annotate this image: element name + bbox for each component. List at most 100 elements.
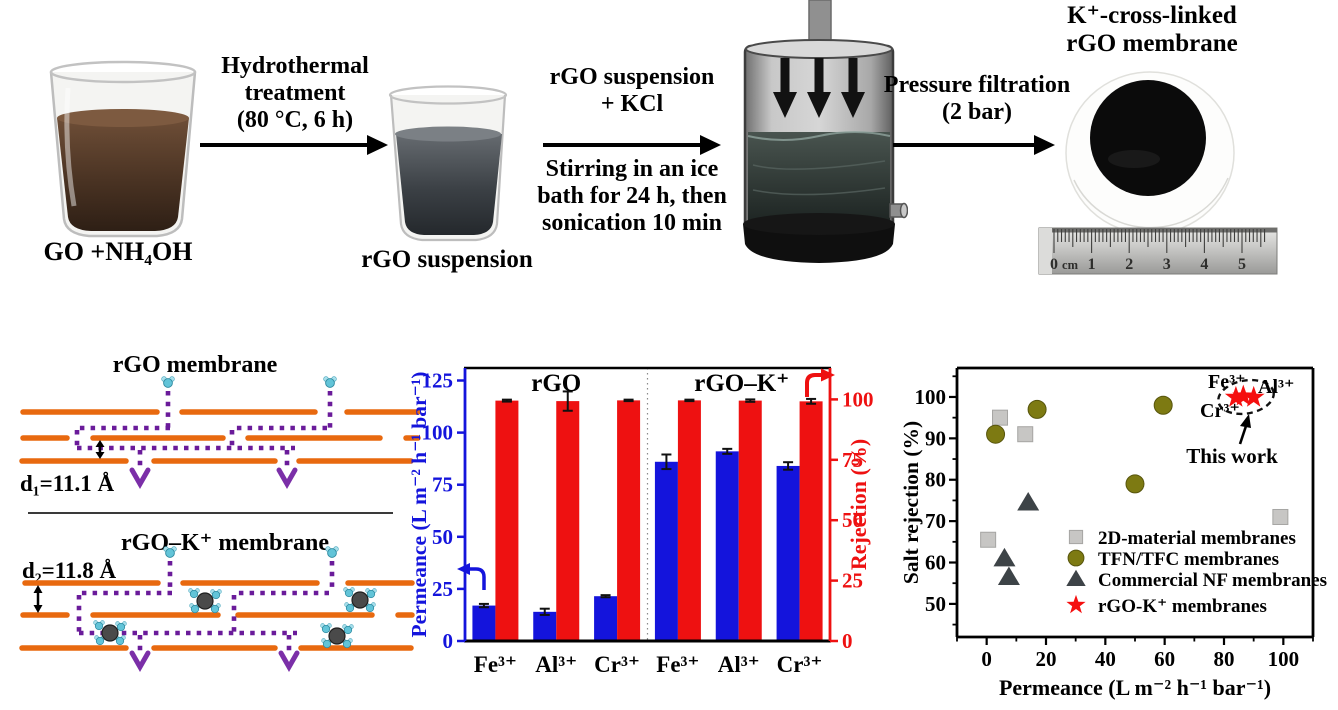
bar-rejection-4 (738, 400, 762, 641)
marker-triangle (1066, 569, 1086, 587)
marker-triangle (1017, 492, 1040, 511)
cell-liquid (748, 132, 890, 226)
disc-sheen (1108, 150, 1160, 168)
marker-star (1242, 385, 1265, 407)
marker-star (1232, 384, 1255, 406)
right-axis-title: Rejection (%) (846, 439, 871, 570)
ruler-number: 4 (1200, 256, 1208, 273)
go-sheets-top (19, 409, 421, 464)
group-label-rgo: rGO (531, 370, 581, 397)
membrane-photo (1065, 71, 1235, 235)
ruler: 0 1 2 3 4 5 cm (1038, 227, 1278, 275)
step2-label: rGO suspension (361, 246, 533, 273)
chart-graphic (773, 92, 797, 118)
d2-spacing-label: d₂=11.8 Å (22, 558, 117, 583)
d1-spacing-label: d₁=11.1 Å (20, 471, 115, 496)
marker-square (1272, 508, 1289, 525)
y-axis-title: Salt rejection (%) (899, 421, 923, 584)
marker-square (1017, 426, 1034, 443)
x-tick-label: 20 (1036, 647, 1057, 671)
bar-x-label: Al³⁺ (535, 652, 577, 677)
right-axis-pointer-icon (805, 373, 821, 397)
scatter-chart: 0 20 40 60 80 100 50 60 70 80 90 100 2D-material mem… (899, 366, 1327, 700)
go-liquid-surface (57, 109, 189, 127)
bar-x-label: Cr³⁺ (594, 652, 640, 677)
beaker-go-nh4oh (49, 60, 197, 238)
left-tick-label: 125 (422, 369, 454, 393)
marker-circle (1125, 474, 1145, 494)
membrane-schematic: rGO membrane d₁=11.1 Å rGO–K⁺ membrane d… (19, 352, 421, 673)
x-tick-label: 40 (1095, 647, 1116, 671)
left-axis-pointer-icon (470, 567, 486, 590)
exit-arrows-bottom (129, 650, 300, 673)
beaker-rim (49, 60, 197, 84)
water-path-bottom (76, 561, 335, 653)
right-tick-label: 75 (842, 448, 863, 472)
water-molecule-icon (161, 376, 175, 388)
right-tick-label: 100 (842, 387, 874, 411)
bar-permeance-3 (654, 461, 678, 641)
chart-graphic (1240, 414, 1251, 428)
beaker-rgo-suspension (388, 85, 508, 242)
chart-graphic (95, 452, 105, 459)
bar-permeance-5 (776, 465, 800, 641)
step1-label: GO +NH₄OH (43, 237, 193, 266)
this-work-label: This work (1186, 444, 1278, 468)
rgo-liquid-surface (395, 126, 501, 142)
exit-arrows-top (129, 467, 298, 490)
ion-label-fe: Fe³⁺ (1208, 371, 1246, 393)
cell-base (743, 224, 895, 263)
y-tick-label: 80 (925, 468, 946, 492)
water-molecule-icon (323, 376, 337, 388)
ion-label-al: Al³⁺ (1258, 376, 1295, 398)
y-tick-label: 50 (925, 592, 946, 616)
chart-graphic (457, 563, 470, 575)
callout-arrow (1238, 425, 1248, 445)
marker-star (1066, 594, 1086, 614)
flow-arrow-1 (200, 143, 368, 147)
left-axis-title: Permeance (L m⁻² h⁻¹ bar⁻¹) (410, 372, 431, 638)
chart-graphic (780, 58, 790, 94)
bar-rejection-3 (677, 400, 701, 641)
marker-triangle (997, 566, 1020, 585)
rgo-membrane-title: rGO membrane (113, 352, 278, 378)
right-tick-label: 25 (842, 569, 863, 593)
chart-graphic (848, 58, 858, 94)
bar-permeance-2 (594, 596, 618, 641)
bar-rejection-2 (617, 400, 641, 641)
bar-rejection-0 (495, 400, 519, 641)
group-label-rgo-k: rGO–K⁺ (694, 370, 789, 397)
d2-spacing-arrow (33, 585, 43, 613)
hydrated-k-ion-icon (189, 589, 222, 613)
y-tick-label: 70 (925, 509, 946, 533)
go-sheets-bottom (19, 580, 415, 651)
right-tick-label: 0 (842, 629, 853, 653)
flow-arrow-3 (893, 143, 1035, 147)
legend-label: TFN/TFC membranes (1098, 549, 1279, 570)
chart-graphic (1039, 228, 1052, 274)
bar-x-label: Cr³⁺ (777, 652, 823, 677)
go-liquid (57, 118, 189, 231)
liquid-streaks (752, 160, 886, 196)
beaker-rim (388, 85, 508, 105)
legend-label: rGO-K⁺ membranes (1098, 596, 1267, 617)
chart-graphic (33, 605, 43, 613)
bar-permeance-4 (715, 451, 739, 641)
hydrated-k-ion-icon (321, 624, 354, 648)
ruler-number: 1 (1088, 256, 1096, 273)
bar-x-label: Fe³⁺ (656, 652, 699, 677)
marker-square (992, 409, 1009, 426)
ruler-number: 0 (1050, 256, 1058, 273)
legend-label: 2D-material membranes (1098, 528, 1296, 549)
chart-graphic (841, 92, 865, 118)
bar-rejection-1 (556, 401, 580, 641)
marker-circle (1027, 399, 1047, 419)
chart-graphic (278, 650, 300, 673)
x-tick-label: 100 (1268, 647, 1300, 671)
y-tick-label: 60 (925, 551, 946, 575)
bar-rejection-5 (799, 401, 823, 641)
bar-permeance-1 (533, 611, 557, 641)
x-axis-title: Permeance (L m⁻² h⁻¹ bar⁻¹) (999, 675, 1271, 700)
ruler-unit: cm (1062, 258, 1079, 272)
